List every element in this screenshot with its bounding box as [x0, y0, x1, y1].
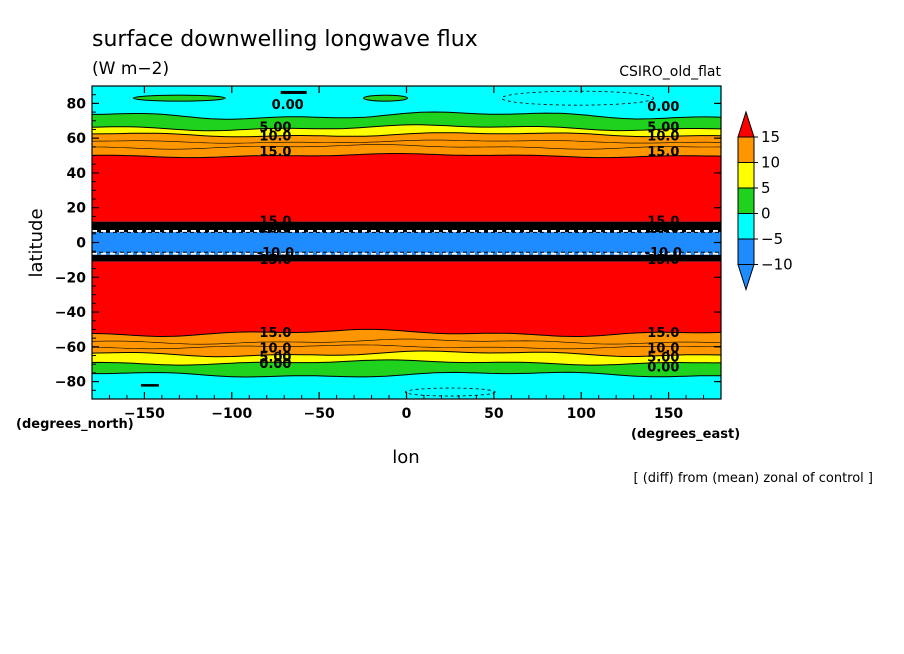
- legend-label: −5: [761, 230, 783, 248]
- contour-line: [91, 153, 722, 159]
- contour-label: 10.0: [647, 222, 679, 237]
- contour-label: 15.0: [259, 253, 291, 268]
- contour-label: 15.0: [259, 215, 291, 230]
- y-tick-label: −20: [55, 270, 86, 286]
- band-south-orange: [92, 329, 721, 357]
- contour-label: 10.0: [259, 222, 291, 237]
- legend-label: 15: [761, 128, 780, 146]
- legend-swatch-above-15: [737, 110, 755, 138]
- chart-units: (W m−2): [92, 59, 169, 79]
- contour-line: [91, 124, 722, 132]
- contour-lines-layer: [91, 90, 722, 397]
- contour-label: -10.0: [257, 246, 294, 261]
- legend-swatch: [737, 162, 755, 189]
- band-north-red: [92, 153, 721, 222]
- legend-label: 5: [761, 179, 771, 197]
- y-tick-label: −80: [55, 375, 86, 391]
- contour-label: -10.0: [645, 246, 682, 261]
- x-tick-label: 0: [402, 406, 412, 422]
- contour-line: [91, 338, 722, 345]
- legend-swatch: [737, 213, 755, 240]
- north-patch: [132, 94, 226, 102]
- contour-label: 10.0: [647, 342, 679, 357]
- x-tick-label: 100: [567, 406, 596, 422]
- band-south-cyan: [92, 372, 721, 399]
- contour-label: 5.00: [259, 350, 291, 365]
- color-legend: 15 10 5 0 −5 −10: [737, 110, 793, 292]
- model-label: CSIRO_old_flat: [619, 64, 721, 80]
- contour-line: [92, 132, 722, 138]
- x-axis-ticks: −150 −100 −50 0 50 100 150: [108, 86, 705, 422]
- contour-line: [91, 359, 722, 366]
- y-tick-label: 60: [67, 131, 87, 147]
- contour-label: 15.0: [647, 145, 679, 160]
- dashed-contour: [404, 387, 496, 397]
- contour-label: 0.00: [259, 357, 291, 372]
- contour-line: [92, 144, 722, 150]
- contour-label: 15.0: [647, 215, 679, 230]
- contour-line: [91, 350, 722, 358]
- y-axis-label: latitude: [26, 208, 47, 277]
- contour-label: 5.00: [647, 350, 679, 365]
- y-tick-label: 80: [67, 96, 87, 112]
- band-equatorial-blue: [92, 232, 721, 255]
- band-north-green: [92, 112, 721, 131]
- contour-line: [92, 111, 722, 120]
- x-tick-label: −50: [304, 406, 335, 422]
- contour-label: 10.0: [647, 129, 679, 144]
- contour-label: 15.0: [647, 253, 679, 268]
- chart-title: surface downwelling longwave flux: [92, 27, 478, 52]
- y-tick-label: 0: [76, 236, 86, 252]
- x-tick-label: 150: [654, 406, 683, 422]
- band-south-red: [92, 261, 721, 337]
- legend-label: 10: [761, 154, 780, 172]
- contour-label: 0.00: [647, 100, 679, 115]
- north-patch: [363, 94, 409, 102]
- contour-line: [91, 328, 722, 338]
- legend-swatch-below-neg10: [737, 264, 755, 292]
- comparison-note: [ (diff) from (mean) zonal of control ]: [634, 471, 873, 486]
- band-north-cyan: [92, 86, 721, 120]
- contour-label: 15.0: [259, 145, 291, 160]
- contour-label: 0.00: [647, 361, 679, 376]
- contour-label: 0.00: [272, 98, 304, 113]
- x-tick-label: −100: [211, 406, 252, 422]
- x-tick-label: −150: [124, 406, 165, 422]
- contour-label: 15.0: [647, 326, 679, 341]
- y-axis-unit: (degrees_north): [16, 417, 134, 432]
- y-tick-label: −60: [55, 340, 86, 356]
- contour-line: [91, 139, 722, 144]
- legend-swatch: [737, 238, 755, 265]
- y-tick-label: 40: [67, 166, 87, 182]
- legend-swatch: [737, 187, 755, 214]
- contour-label: 5.00: [647, 121, 679, 136]
- north-patch: [280, 90, 307, 94]
- contour-label: 15.0: [259, 326, 291, 341]
- x-axis-label: lon: [392, 447, 419, 468]
- x-tick-label: 50: [484, 406, 504, 422]
- legend-label: 0: [761, 205, 771, 223]
- dashed-contour: [501, 90, 655, 106]
- legend-swatch: [737, 136, 755, 163]
- y-tick-label: −40: [55, 305, 86, 321]
- y-axis-ticks: −80 −60 −40 −20 0 20 40 60 80: [55, 94, 721, 391]
- contour-label: 10.0: [259, 129, 291, 144]
- contour-label: 5.00: [259, 121, 291, 136]
- x-axis-unit: (degrees_east): [631, 427, 740, 442]
- legend-label: −10: [761, 256, 793, 274]
- contour-line: [91, 344, 722, 350]
- band-south-yellow: [92, 351, 721, 366]
- band-south-green: [92, 359, 721, 377]
- plot-fill-layer: [92, 86, 721, 399]
- south-patch: [140, 384, 159, 387]
- contour-label: 10.0: [259, 342, 291, 357]
- y-tick-label: 20: [67, 201, 87, 217]
- contour-line: [92, 371, 721, 378]
